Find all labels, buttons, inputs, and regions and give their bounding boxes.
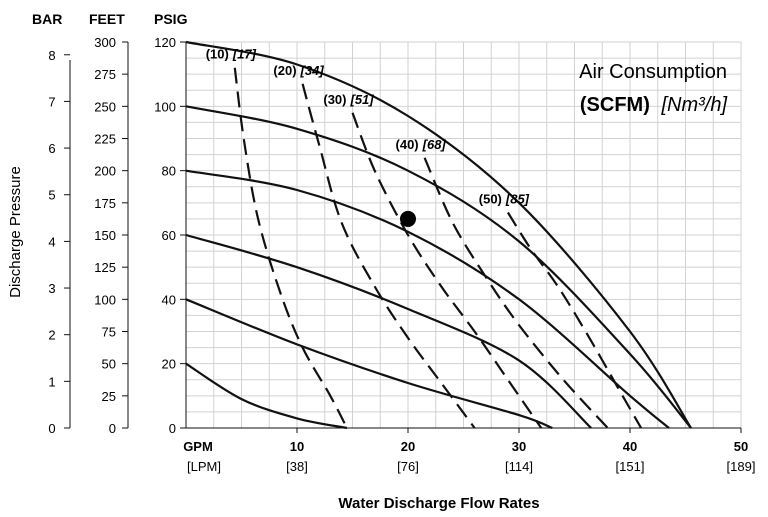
x-tick-label-lpm: [189] <box>727 459 756 474</box>
feet-tick-label: 300 <box>94 35 116 50</box>
x-tick-label-lpm: [38] <box>286 459 308 474</box>
air-curve-label: (50) [85] <box>479 191 530 206</box>
operating-point-marker <box>400 210 416 227</box>
air-curve-label-nm3h: [34] <box>300 63 325 78</box>
bar-tick-label: 2 <box>48 328 55 343</box>
air-curve-label-scfm: (40) <box>396 137 419 152</box>
air-curve-label-scfm: (10) <box>206 47 229 62</box>
air-curve-label-scfm: (30) <box>323 92 346 107</box>
air-consumption-curve <box>351 112 543 429</box>
air-curve-label: (10) [17] <box>206 47 257 62</box>
bar-tick-label: 6 <box>48 141 55 156</box>
x-tick-label-gpm: 20 <box>401 439 415 454</box>
chart-title: Air Consumption <box>579 61 727 83</box>
feet-tick-label: 75 <box>102 325 116 340</box>
air-curve-label: (20) [34] <box>273 63 324 78</box>
x-tick-label-gpm: 40 <box>623 439 637 454</box>
performance-curve <box>185 233 592 429</box>
air-consumption-curve <box>233 67 348 429</box>
performance-curve <box>185 40 692 429</box>
feet-tick-label: 0 <box>109 421 116 436</box>
air-consumption-curves <box>233 67 643 429</box>
performance-curves <box>185 40 692 430</box>
psig-tick-label: 120 <box>154 35 176 50</box>
bar-tick-label: 5 <box>48 188 55 203</box>
bar-tick-label: 0 <box>48 421 55 436</box>
feet-tick-label: 100 <box>94 292 116 307</box>
psig-tick-label: 100 <box>154 99 176 114</box>
psig-tick-label: 0 <box>169 421 176 436</box>
feet-tick-label: 25 <box>102 389 116 404</box>
air-consumption-curve <box>301 83 476 429</box>
bar-tick-label: 3 <box>48 281 55 296</box>
x-tick-label-gpm: 30 <box>512 439 526 454</box>
performance-curve <box>185 105 692 429</box>
x-tick-label-gpm: 50 <box>734 439 748 454</box>
x-axis-label: Water Discharge Flow Rates <box>338 495 539 512</box>
air-curve-label: (30) [51] <box>323 92 374 107</box>
feet-tick-label: 50 <box>102 357 116 372</box>
feet-axis-title: FEET <box>89 11 125 27</box>
air-consumption-curve <box>423 157 609 429</box>
x-unit-gpm: GPM <box>183 439 213 454</box>
labels: (10) [17] (20) [34] (30) [51] (40) [68] (50) [85] <box>206 47 530 227</box>
psig-tick-label: 20 <box>162 357 176 372</box>
bar-tick-label: 1 <box>48 374 55 389</box>
subtitle-scfm: (SCFM) <box>580 94 650 116</box>
air-consumption-curve <box>506 211 643 429</box>
chart-subtitle: (SCFM) [Nm³/h] <box>580 94 728 116</box>
feet-tick-label: 175 <box>94 196 116 211</box>
psig-tick-label: 40 <box>162 292 176 307</box>
subtitle-nm3h: [Nm³/h] <box>660 94 727 116</box>
x-tick-label-gpm: 10 <box>290 439 304 454</box>
psig-tick-label: 80 <box>162 164 176 179</box>
x-tick-label-lpm: [76] <box>397 459 419 474</box>
air-curve-label-nm3h: [68] <box>422 137 447 152</box>
x-tick-label-lpm: [151] <box>616 459 645 474</box>
performance-curve <box>185 169 670 429</box>
bar-axis-title: BAR <box>32 11 62 27</box>
performance-curve <box>185 362 348 430</box>
psig-axis-title: PSIG <box>154 11 188 27</box>
x-tick-label-lpm: [114] <box>505 459 533 474</box>
air-curve-label-scfm: (50) <box>479 191 502 206</box>
feet-tick-label: 125 <box>94 260 116 275</box>
bar-tick-label: 4 <box>48 234 55 249</box>
axes: 02040608010012010[38]20[76]30[114]40[151… <box>48 35 755 474</box>
psig-tick-label: 60 <box>162 228 176 243</box>
air-curve-label-nm3h: [17] <box>232 47 257 62</box>
bar-tick-label: 8 <box>48 48 55 63</box>
air-curve-label-nm3h: [85] <box>505 191 530 206</box>
x-unit-lpm: [LPM] <box>187 459 221 474</box>
performance-curve <box>185 298 553 430</box>
y-axis-label: Discharge Pressure <box>7 166 24 298</box>
air-curve-label: (40) [68] <box>396 137 447 152</box>
feet-tick-label: 275 <box>94 67 116 82</box>
air-curve-label-scfm: (20) <box>273 63 296 78</box>
feet-tick-label: 250 <box>94 99 116 114</box>
feet-tick-label: 225 <box>94 132 116 147</box>
bar-tick-label: 7 <box>48 94 55 109</box>
air-curve-label-nm3h: [51] <box>350 92 375 107</box>
feet-tick-label: 150 <box>94 228 116 243</box>
feet-tick-label: 200 <box>94 164 116 179</box>
